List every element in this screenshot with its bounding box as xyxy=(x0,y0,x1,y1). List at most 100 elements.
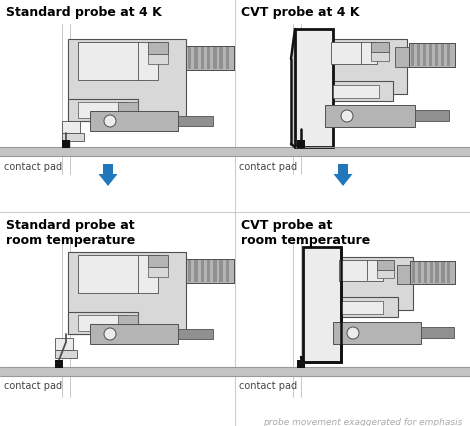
Text: probe movement exaggerated for emphasis: probe movement exaggerated for emphasis xyxy=(263,417,462,426)
Bar xyxy=(207,48,210,70)
Bar xyxy=(377,271,394,278)
Text: CVT probe at 4 K: CVT probe at 4 K xyxy=(241,6,360,19)
Bar xyxy=(55,338,73,350)
Bar xyxy=(297,360,305,368)
Bar xyxy=(331,43,377,65)
Bar xyxy=(186,47,234,71)
Bar xyxy=(219,260,223,282)
Bar xyxy=(78,256,158,294)
Bar xyxy=(325,82,393,102)
Bar xyxy=(415,111,449,122)
Bar xyxy=(178,329,213,339)
Bar xyxy=(409,44,455,68)
Bar xyxy=(213,48,217,70)
Bar xyxy=(447,45,450,67)
Bar xyxy=(371,43,389,53)
Bar xyxy=(441,45,444,67)
Bar xyxy=(410,262,455,284)
Text: Standard probe at 4 K: Standard probe at 4 K xyxy=(6,6,162,19)
Bar xyxy=(397,265,410,284)
Bar xyxy=(186,259,234,283)
Bar xyxy=(417,45,420,67)
Bar xyxy=(409,44,455,68)
Bar xyxy=(325,106,415,128)
Bar xyxy=(90,324,178,344)
Bar xyxy=(333,86,379,99)
Bar xyxy=(68,100,138,122)
Bar xyxy=(410,262,455,284)
Bar xyxy=(201,260,204,282)
Bar xyxy=(68,40,186,122)
Bar xyxy=(188,260,191,282)
Bar xyxy=(411,45,414,67)
Bar xyxy=(78,103,128,119)
Bar xyxy=(303,248,341,362)
Bar xyxy=(371,53,389,62)
Bar xyxy=(333,297,398,317)
FancyArrow shape xyxy=(334,164,352,187)
Bar xyxy=(339,260,383,281)
Bar xyxy=(148,43,168,55)
Bar xyxy=(213,260,217,282)
Bar xyxy=(148,55,168,65)
Bar xyxy=(295,30,333,148)
Bar xyxy=(194,48,198,70)
Bar xyxy=(423,45,426,67)
Bar xyxy=(441,262,445,283)
Text: contact pad: contact pad xyxy=(239,161,297,172)
Bar xyxy=(235,367,470,376)
Text: contact pad: contact pad xyxy=(4,161,62,172)
Text: contact pad: contact pad xyxy=(4,380,62,390)
Bar xyxy=(226,48,229,70)
Bar xyxy=(429,45,432,67)
Bar xyxy=(148,256,168,268)
Bar xyxy=(90,112,178,132)
Bar xyxy=(118,103,138,113)
Bar xyxy=(412,262,415,283)
Bar xyxy=(325,40,407,95)
Circle shape xyxy=(347,327,359,339)
Bar xyxy=(62,141,70,149)
Bar xyxy=(62,122,80,134)
Bar xyxy=(235,148,470,157)
Circle shape xyxy=(104,328,116,340)
FancyArrow shape xyxy=(99,164,118,187)
Bar xyxy=(78,43,158,81)
Bar xyxy=(0,148,235,157)
Bar xyxy=(430,262,433,283)
Bar xyxy=(68,253,186,334)
Bar xyxy=(148,268,168,277)
Bar xyxy=(333,257,413,310)
Bar xyxy=(55,350,77,358)
Bar xyxy=(435,45,439,67)
Text: CVT probe at
room temperature: CVT probe at room temperature xyxy=(241,219,370,247)
Bar xyxy=(0,367,235,376)
Bar xyxy=(377,260,394,271)
Bar xyxy=(188,48,191,70)
Bar xyxy=(186,47,234,71)
Bar xyxy=(424,262,427,283)
Bar xyxy=(194,260,198,282)
Text: contact pad: contact pad xyxy=(239,380,297,390)
Circle shape xyxy=(104,116,116,128)
Bar xyxy=(78,315,128,331)
Bar xyxy=(62,134,84,142)
Bar xyxy=(341,301,383,314)
Bar xyxy=(333,322,421,344)
Bar xyxy=(219,48,223,70)
Bar xyxy=(186,259,234,283)
Bar xyxy=(68,312,138,334)
Bar xyxy=(178,117,213,127)
Bar xyxy=(201,48,204,70)
Text: Standard probe at
room temperature: Standard probe at room temperature xyxy=(6,219,135,247)
Bar xyxy=(418,262,421,283)
Bar xyxy=(118,315,138,325)
Bar xyxy=(395,48,409,68)
Bar xyxy=(207,260,210,282)
Bar xyxy=(421,327,454,338)
Bar xyxy=(297,141,305,149)
Circle shape xyxy=(341,111,353,123)
Bar xyxy=(55,360,63,368)
Bar xyxy=(435,262,439,283)
Bar xyxy=(447,262,450,283)
